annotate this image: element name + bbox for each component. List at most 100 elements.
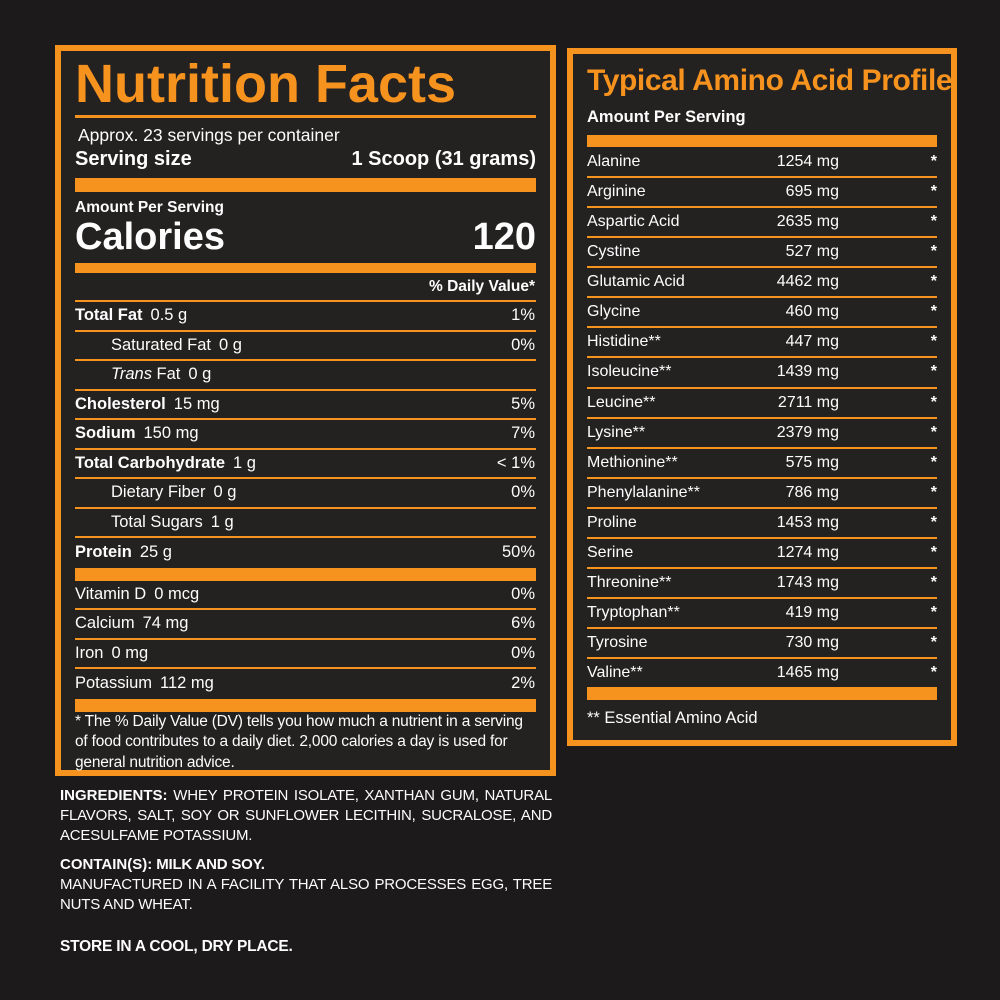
- ingredients-paragraph: INGREDIENTS: WHEY PROTEIN ISOLATE, XANTH…: [60, 786, 552, 846]
- amino-acid-row: Alanine 1254 mg *: [587, 148, 937, 179]
- nutrient-row: Potassium 112 mg 2%: [75, 669, 536, 699]
- amino-acid-amount: 419 mg: [785, 603, 839, 621]
- amino-acid-asterisk: *: [930, 183, 937, 201]
- amino-acid-amount: 2711 mg: [777, 393, 839, 411]
- amino-acid-row: Proline 1453 mg *: [587, 509, 937, 539]
- amount-per-serving-label: Amount Per Serving: [75, 199, 224, 217]
- nutrient-label: Total Sugars 1 g: [111, 513, 234, 532]
- nutrient-amount: 15 mg: [173, 394, 220, 413]
- amino-acid-row: Valine** 1465 mg *: [587, 659, 937, 687]
- amino-acid-name: Isoleucine**: [587, 363, 672, 381]
- nutrient-name: Dietary Fiber: [111, 483, 206, 502]
- amino-acid-asterisk: *: [930, 664, 937, 682]
- nutrient-label: Potassium 112 mg: [75, 674, 214, 693]
- amino-acid-rows: Alanine 1254 mg * Arginine 695 mg * Aspa…: [587, 148, 937, 687]
- nutrient-row: Protein 25 g 50%: [75, 538, 536, 568]
- nutrient-label: Total Carbohydrate 1 g: [75, 454, 256, 473]
- nutrient-row: Iron 0 mg 0%: [75, 640, 536, 670]
- amino-acid-amount: 4462 mg: [776, 273, 839, 291]
- storage-line: STORE IN A COOL, DRY PLACE.: [60, 938, 293, 955]
- section-bar: [75, 263, 536, 274]
- amino-acid-name: Arginine: [587, 183, 646, 201]
- nutrient-daily-value: 7%: [511, 424, 535, 443]
- title-rule: [75, 115, 536, 119]
- nutrient-name: Cholesterol: [75, 394, 166, 413]
- nutrient-name: Total Fat: [75, 306, 143, 325]
- calories-label: Calories: [75, 216, 225, 259]
- nutrient-daily-value: < 1%: [496, 453, 535, 472]
- amino-acid-name: Valine**: [587, 664, 643, 682]
- amino-acid-name: Phenylalanine**: [587, 483, 700, 501]
- amino-acid-amount: 730 mg: [785, 634, 839, 652]
- amino-acid-amount: 575 mg: [785, 453, 839, 471]
- serving-size-value: 1 Scoop (31 grams): [351, 148, 536, 171]
- amino-acid-name: Proline: [587, 513, 637, 531]
- contains-line: CONTAIN(S): MILK AND SOY.: [60, 855, 552, 875]
- amino-acid-row: Glutamic Acid 4462 mg *: [587, 268, 937, 299]
- nutrient-daily-value: 2%: [511, 674, 535, 693]
- nutrient-daily-value: 0%: [511, 335, 535, 354]
- amino-acid-row: Serine 1274 mg *: [587, 539, 937, 569]
- calories-row: Calories 120: [75, 218, 536, 257]
- amino-acid-asterisk: *: [930, 393, 937, 411]
- amino-acid-asterisk: *: [930, 573, 937, 591]
- contains-text: MILK AND SOY.: [156, 856, 265, 873]
- nutrient-label: Total Fat 0.5 g: [75, 306, 187, 325]
- nutrient-label: Sodium 150 mg: [75, 424, 199, 443]
- nutrient-name: Protein: [75, 543, 132, 562]
- nutrient-row: Trans Fat 0 g: [75, 361, 536, 391]
- amino-acid-amount: 1453 mg: [776, 513, 839, 531]
- amino-acid-asterisk: *: [930, 543, 937, 561]
- amino-acid-asterisk: *: [930, 303, 937, 321]
- amino-acid-asterisk: *: [930, 483, 937, 501]
- daily-value-header: % Daily Value*: [75, 273, 536, 303]
- amino-acid-name: Lysine**: [587, 423, 646, 441]
- servings-per-container: Approx. 23 servings per container: [78, 125, 340, 146]
- nutrient-amount: 150 mg: [143, 424, 199, 443]
- amino-acid-row: Phenylalanine** 786 mg *: [587, 479, 937, 509]
- nutrition-facts-title: Nutrition Facts: [75, 54, 457, 114]
- amino-acid-name: Glycine: [587, 303, 641, 321]
- nutrition-facts-panel: Nutrition Facts Approx. 23 servings per …: [55, 45, 556, 776]
- nutrient-label: Dietary Fiber 0 g: [111, 483, 236, 502]
- amino-acid-name: Tyrosine: [587, 634, 648, 652]
- nutrient-daily-value: 0%: [511, 483, 535, 502]
- nutrient-row: Sodium 150 mg 7%: [75, 420, 536, 450]
- amino-acid-name: Alanine: [587, 153, 641, 171]
- serving-size-label: Serving size: [75, 148, 192, 171]
- amino-acid-name: Leucine**: [587, 393, 656, 411]
- amino-acid-amount: 1439 mg: [776, 363, 839, 381]
- nutrient-name: Trans Fat: [111, 365, 181, 384]
- nutrient-name: Total Sugars: [111, 512, 203, 531]
- nutrient-daily-value: 5%: [511, 394, 535, 413]
- amino-acid-name: Cystine: [587, 243, 641, 261]
- manufactured-line: MANUFACTURED IN A FACILITY THAT ALSO PRO…: [60, 876, 552, 913]
- ingredients-text: WHEY PROTEIN ISOLATE, XANTHAN GUM, NATUR…: [60, 787, 553, 844]
- amino-acid-row: Leucine** 2711 mg *: [587, 389, 937, 419]
- nutrient-amount: 0 mcg: [154, 584, 200, 603]
- amino-acid-row: Tryptophan** 419 mg *: [587, 599, 937, 629]
- nutrient-daily-value: 50%: [501, 543, 535, 562]
- nutrient-name: Vitamin D: [75, 584, 147, 603]
- bottom-text-block: INGREDIENTS: WHEY PROTEIN ISOLATE, XANTH…: [60, 786, 552, 957]
- amino-acid-asterisk: *: [930, 603, 937, 621]
- nutrient-label: Cholesterol 15 mg: [75, 395, 220, 414]
- nutrient-label: Iron 0 mg: [75, 644, 148, 663]
- amino-acid-asterisk: *: [930, 153, 937, 171]
- amino-acid-row: Glycine 460 mg *: [587, 298, 937, 329]
- nutrient-row: Dietary Fiber 0 g 0%: [75, 479, 536, 509]
- nutrient-rows-micro: Vitamin D 0 mcg 0% Calcium 74 mg 6% Iron 0 …: [75, 581, 536, 699]
- amino-acid-amount: 1743 mg: [776, 573, 839, 591]
- amino-acid-asterisk: *: [930, 213, 937, 231]
- nutrient-label: Saturated Fat 0 g: [111, 336, 242, 355]
- nutrient-label: Protein 25 g: [75, 543, 172, 562]
- nutrient-amount: 25 g: [139, 543, 172, 562]
- amino-acid-name: Aspartic Acid: [587, 213, 680, 231]
- amino-acid-panel: Typical Amino Acid Profile Amount Per Se…: [567, 48, 957, 746]
- nutrient-amount: 1 g: [233, 453, 256, 472]
- nutrient-name: Calcium: [75, 614, 135, 633]
- nutrient-label: Calcium 74 mg: [75, 614, 188, 633]
- amino-acid-row: Tyrosine 730 mg *: [587, 629, 937, 660]
- amino-acid-amount: 2379 mg: [776, 423, 839, 441]
